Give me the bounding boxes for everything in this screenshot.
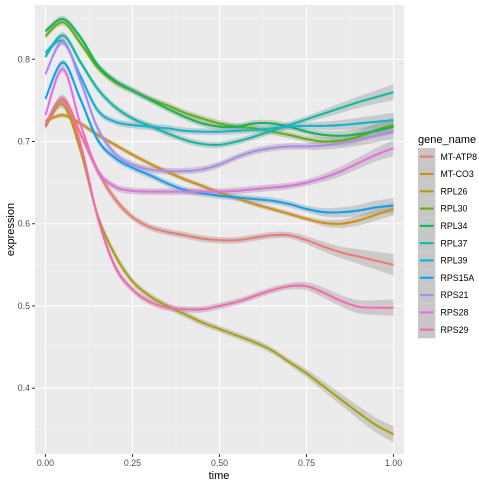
y-axis: 0.4 0.5 0.6 0.7 0.8 xyxy=(18,54,35,393)
series-line-mt-atp8 xyxy=(44,97,394,266)
legend-label: MT-CO3 xyxy=(441,169,474,179)
legend-item: RPS15A xyxy=(418,269,475,287)
legend-label: RPL37 xyxy=(441,238,468,248)
x-tick-label: 0.00 xyxy=(37,458,54,468)
series-line-rps15a xyxy=(44,61,394,214)
legend-label: RPL26 xyxy=(441,186,468,196)
series-line-rps29 xyxy=(44,99,394,311)
series-lines xyxy=(44,17,395,436)
legend-label: RPS29 xyxy=(441,325,469,335)
legend-item: RPL26 xyxy=(418,182,468,200)
legend: gene_name MT-ATP8 MT-CO3 RPL26 RPL30 RPL34 RP… xyxy=(418,134,478,339)
x-tick-label: 1.00 xyxy=(385,458,402,468)
x-axis: 0.00 0.25 0.50 0.75 1.00 xyxy=(37,454,402,468)
legend-label: RPS21 xyxy=(441,290,469,300)
legend-label: RPS15A xyxy=(441,273,475,283)
legend-item: RPL34 xyxy=(418,217,468,235)
legend-item: RPL37 xyxy=(418,234,468,252)
legend-title: gene_name xyxy=(418,134,476,146)
legend-label: RPS28 xyxy=(441,308,469,318)
x-tick-label: 0.75 xyxy=(298,458,315,468)
confidence-band-rpl34 xyxy=(45,15,394,141)
legend-item: RPL30 xyxy=(418,199,468,218)
y-axis-title: expression xyxy=(5,203,17,256)
legend-item: RPL39 xyxy=(418,251,468,270)
legend-item: MT-CO3 xyxy=(418,165,474,183)
confidence-band-rpl26 xyxy=(45,99,394,443)
legend-item: RPS21 xyxy=(418,286,469,304)
y-tick-label: 0.6 xyxy=(18,219,30,229)
legend-items: MT-ATP8 MT-CO3 RPL26 RPL30 RPL34 RPL37 RPL39 RP… xyxy=(418,148,478,339)
y-tick-label: 0.7 xyxy=(18,137,30,147)
series-line-rpl37 xyxy=(44,34,394,147)
y-tick-label: 0.8 xyxy=(18,54,30,64)
series-line-rpl34 xyxy=(44,17,394,137)
legend-label: MT-ATP8 xyxy=(441,152,478,162)
y-tick-label: 0.4 xyxy=(18,383,30,393)
series-line-rps28 xyxy=(44,68,394,193)
x-axis-title: time xyxy=(209,470,230,482)
legend-label: RPL39 xyxy=(441,256,468,266)
series-line-rps21 xyxy=(44,40,394,173)
legend-item: RPS29 xyxy=(418,321,469,339)
series-line-rpl39 xyxy=(44,39,394,133)
series-line-rpl30 xyxy=(44,21,394,143)
legend-item: RPS28 xyxy=(418,303,469,321)
legend-label: RPL34 xyxy=(441,221,468,231)
legend-item: MT-ATP8 xyxy=(418,148,478,166)
x-tick-label: 0.50 xyxy=(211,458,228,468)
x-tick-label: 0.25 xyxy=(124,458,141,468)
legend-label: RPL30 xyxy=(441,204,468,214)
confidence-band-rpl39 xyxy=(45,37,394,136)
y-tick-label: 0.5 xyxy=(18,301,30,311)
